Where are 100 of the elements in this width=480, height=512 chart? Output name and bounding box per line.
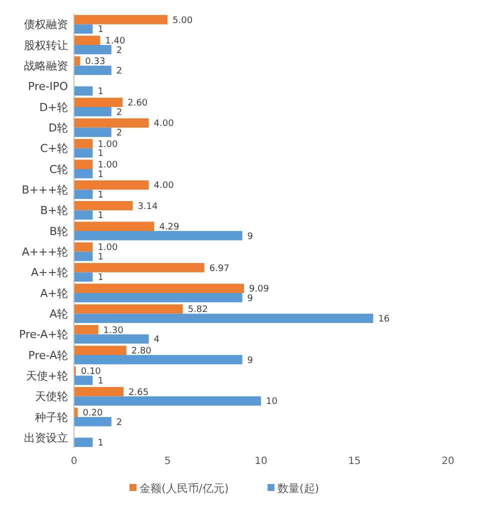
y-tick-label: 天使+轮 (26, 370, 68, 383)
y-tick-label: D轮 (48, 122, 68, 135)
y-tick-label: D+轮 (39, 100, 68, 114)
bar (74, 284, 244, 293)
bar (74, 314, 374, 323)
bar (74, 148, 93, 158)
data-label: 6.97 (209, 264, 230, 274)
data-label: 1 (98, 87, 104, 98)
data-label: 0.10 (80, 367, 102, 378)
data-label: 4 (154, 335, 160, 346)
data-label: 10 (266, 397, 278, 408)
bar (74, 139, 93, 148)
bar (74, 128, 112, 137)
x-tick-label: 15 (348, 456, 361, 467)
data-label: 9 (247, 232, 254, 242)
data-label: 2.60 (128, 98, 148, 108)
data-label: 1 (98, 211, 104, 222)
data-label: 1.40 (105, 36, 126, 46)
bar (74, 36, 100, 45)
bar (74, 272, 93, 282)
bar (74, 180, 149, 190)
bar (74, 222, 154, 231)
x-tick-label: 10 (254, 456, 268, 467)
data-label: 1 (98, 438, 104, 448)
y-tick-label: C+轮 (40, 142, 68, 156)
data-label: 1 (98, 190, 104, 200)
bar (74, 190, 93, 199)
bar (74, 387, 124, 396)
data-label: 3.14 (138, 202, 158, 212)
bar (74, 355, 242, 364)
bar (74, 98, 123, 107)
data-label: 1.30 (103, 326, 124, 336)
data-label: 4.00 (154, 181, 174, 192)
data-label: 9 (247, 294, 254, 304)
data-label: 2 (116, 418, 122, 428)
legend-label: 金额(人民币/亿元) (140, 482, 229, 495)
y-tick-label: 出资设立 (24, 432, 68, 445)
y-tick-label: C轮 (49, 162, 68, 176)
bar (74, 45, 112, 54)
y-tick-label: B+++轮 (22, 184, 68, 197)
bar (74, 334, 149, 344)
y-tick-label: 债权融资 (24, 18, 68, 32)
data-label: 2 (116, 128, 122, 138)
x-tick-label: 5 (164, 456, 171, 467)
bar (74, 210, 93, 220)
bar (74, 118, 149, 128)
y-tick-label: A+++轮 (22, 246, 68, 259)
data-label: 16 (378, 314, 390, 324)
data-label: 9.09 (248, 284, 270, 294)
data-label: 2 (116, 46, 122, 56)
y-tick-label: 战略融资 (24, 60, 68, 73)
data-label: 1 (98, 170, 104, 180)
bar (74, 107, 112, 116)
bar (74, 231, 242, 240)
bar (74, 263, 204, 272)
bar (74, 24, 93, 34)
bar (74, 346, 126, 355)
bar (74, 242, 93, 252)
bar (74, 293, 242, 302)
x-tick-label: 0 (70, 456, 78, 467)
bar (74, 201, 133, 210)
y-tick-label: Pre-A+轮 (19, 328, 68, 342)
bar (74, 438, 93, 447)
data-label: 1 (98, 273, 104, 284)
data-label: 4.29 (159, 222, 180, 232)
y-tick-label: Pre-A轮 (28, 348, 68, 362)
bar (74, 15, 168, 24)
data-label: 1 (98, 149, 104, 160)
bar (74, 160, 93, 169)
data-label: 2 (116, 66, 122, 76)
bar (74, 396, 261, 406)
data-label: 1 (98, 376, 104, 386)
bar (74, 252, 93, 261)
y-tick-label: B+轮 (40, 204, 68, 218)
legend-label: 数量(起) (278, 482, 320, 495)
bar (74, 86, 93, 96)
y-tick-label: 种子轮 (35, 410, 68, 424)
y-tick-label: 天使轮 (35, 390, 68, 404)
data-label: 5.82 (188, 305, 208, 316)
data-label: 5.00 (172, 16, 193, 26)
bar (74, 66, 112, 75)
data-label: 0.33 (85, 57, 106, 68)
data-label: 2.80 (131, 346, 152, 356)
bar (74, 417, 112, 426)
y-tick-label: 股权转让 (24, 38, 68, 52)
data-label: 1 (98, 25, 104, 36)
bar (74, 325, 98, 334)
y-tick-label: A+轮 (40, 286, 68, 300)
bar (74, 304, 183, 314)
bar (74, 169, 93, 178)
data-label: 1 (98, 252, 104, 262)
data-label: 1.00 (98, 160, 118, 170)
y-tick-label: A++轮 (31, 266, 68, 280)
data-label: 2.65 (128, 388, 149, 398)
y-tick-label: B轮 (49, 224, 68, 238)
y-tick-label: A轮 (49, 308, 68, 321)
data-label: 1.00 (98, 243, 118, 254)
x-tick-label: 20 (442, 456, 454, 467)
data-label: 4.00 (154, 119, 174, 130)
data-label: 1.00 (98, 140, 118, 150)
